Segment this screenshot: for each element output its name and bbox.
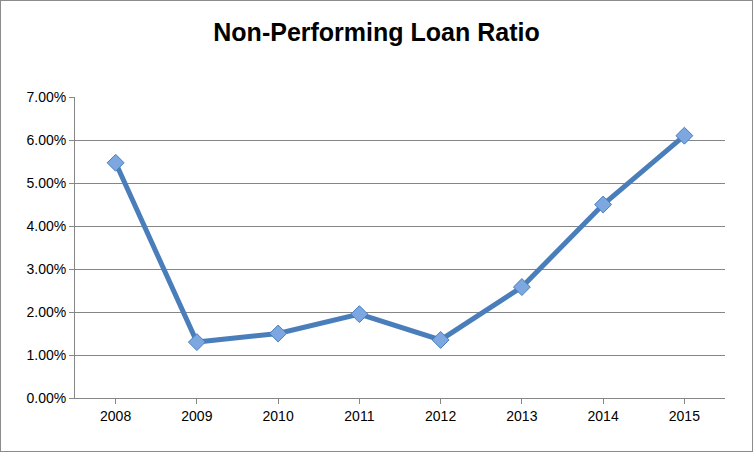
svg-text:2014: 2014 — [588, 408, 619, 424]
svg-text:2010: 2010 — [263, 408, 294, 424]
svg-text:4.00%: 4.00% — [26, 218, 66, 234]
svg-text:6.00%: 6.00% — [26, 132, 66, 148]
svg-text:0.00%: 0.00% — [26, 390, 66, 406]
svg-text:3.00%: 3.00% — [26, 261, 66, 277]
svg-text:2009: 2009 — [181, 408, 212, 424]
svg-text:5.00%: 5.00% — [26, 175, 66, 191]
svg-text:2.00%: 2.00% — [26, 304, 66, 320]
svg-text:Non-Performing Loan Ratio: Non-Performing Loan Ratio — [213, 18, 539, 46]
svg-text:2012: 2012 — [425, 408, 456, 424]
svg-text:2008: 2008 — [100, 408, 131, 424]
svg-text:7.00%: 7.00% — [26, 89, 66, 105]
svg-text:1.00%: 1.00% — [26, 347, 66, 363]
svg-text:2013: 2013 — [506, 408, 537, 424]
svg-text:2011: 2011 — [344, 408, 374, 424]
svg-text:2015: 2015 — [669, 408, 700, 424]
